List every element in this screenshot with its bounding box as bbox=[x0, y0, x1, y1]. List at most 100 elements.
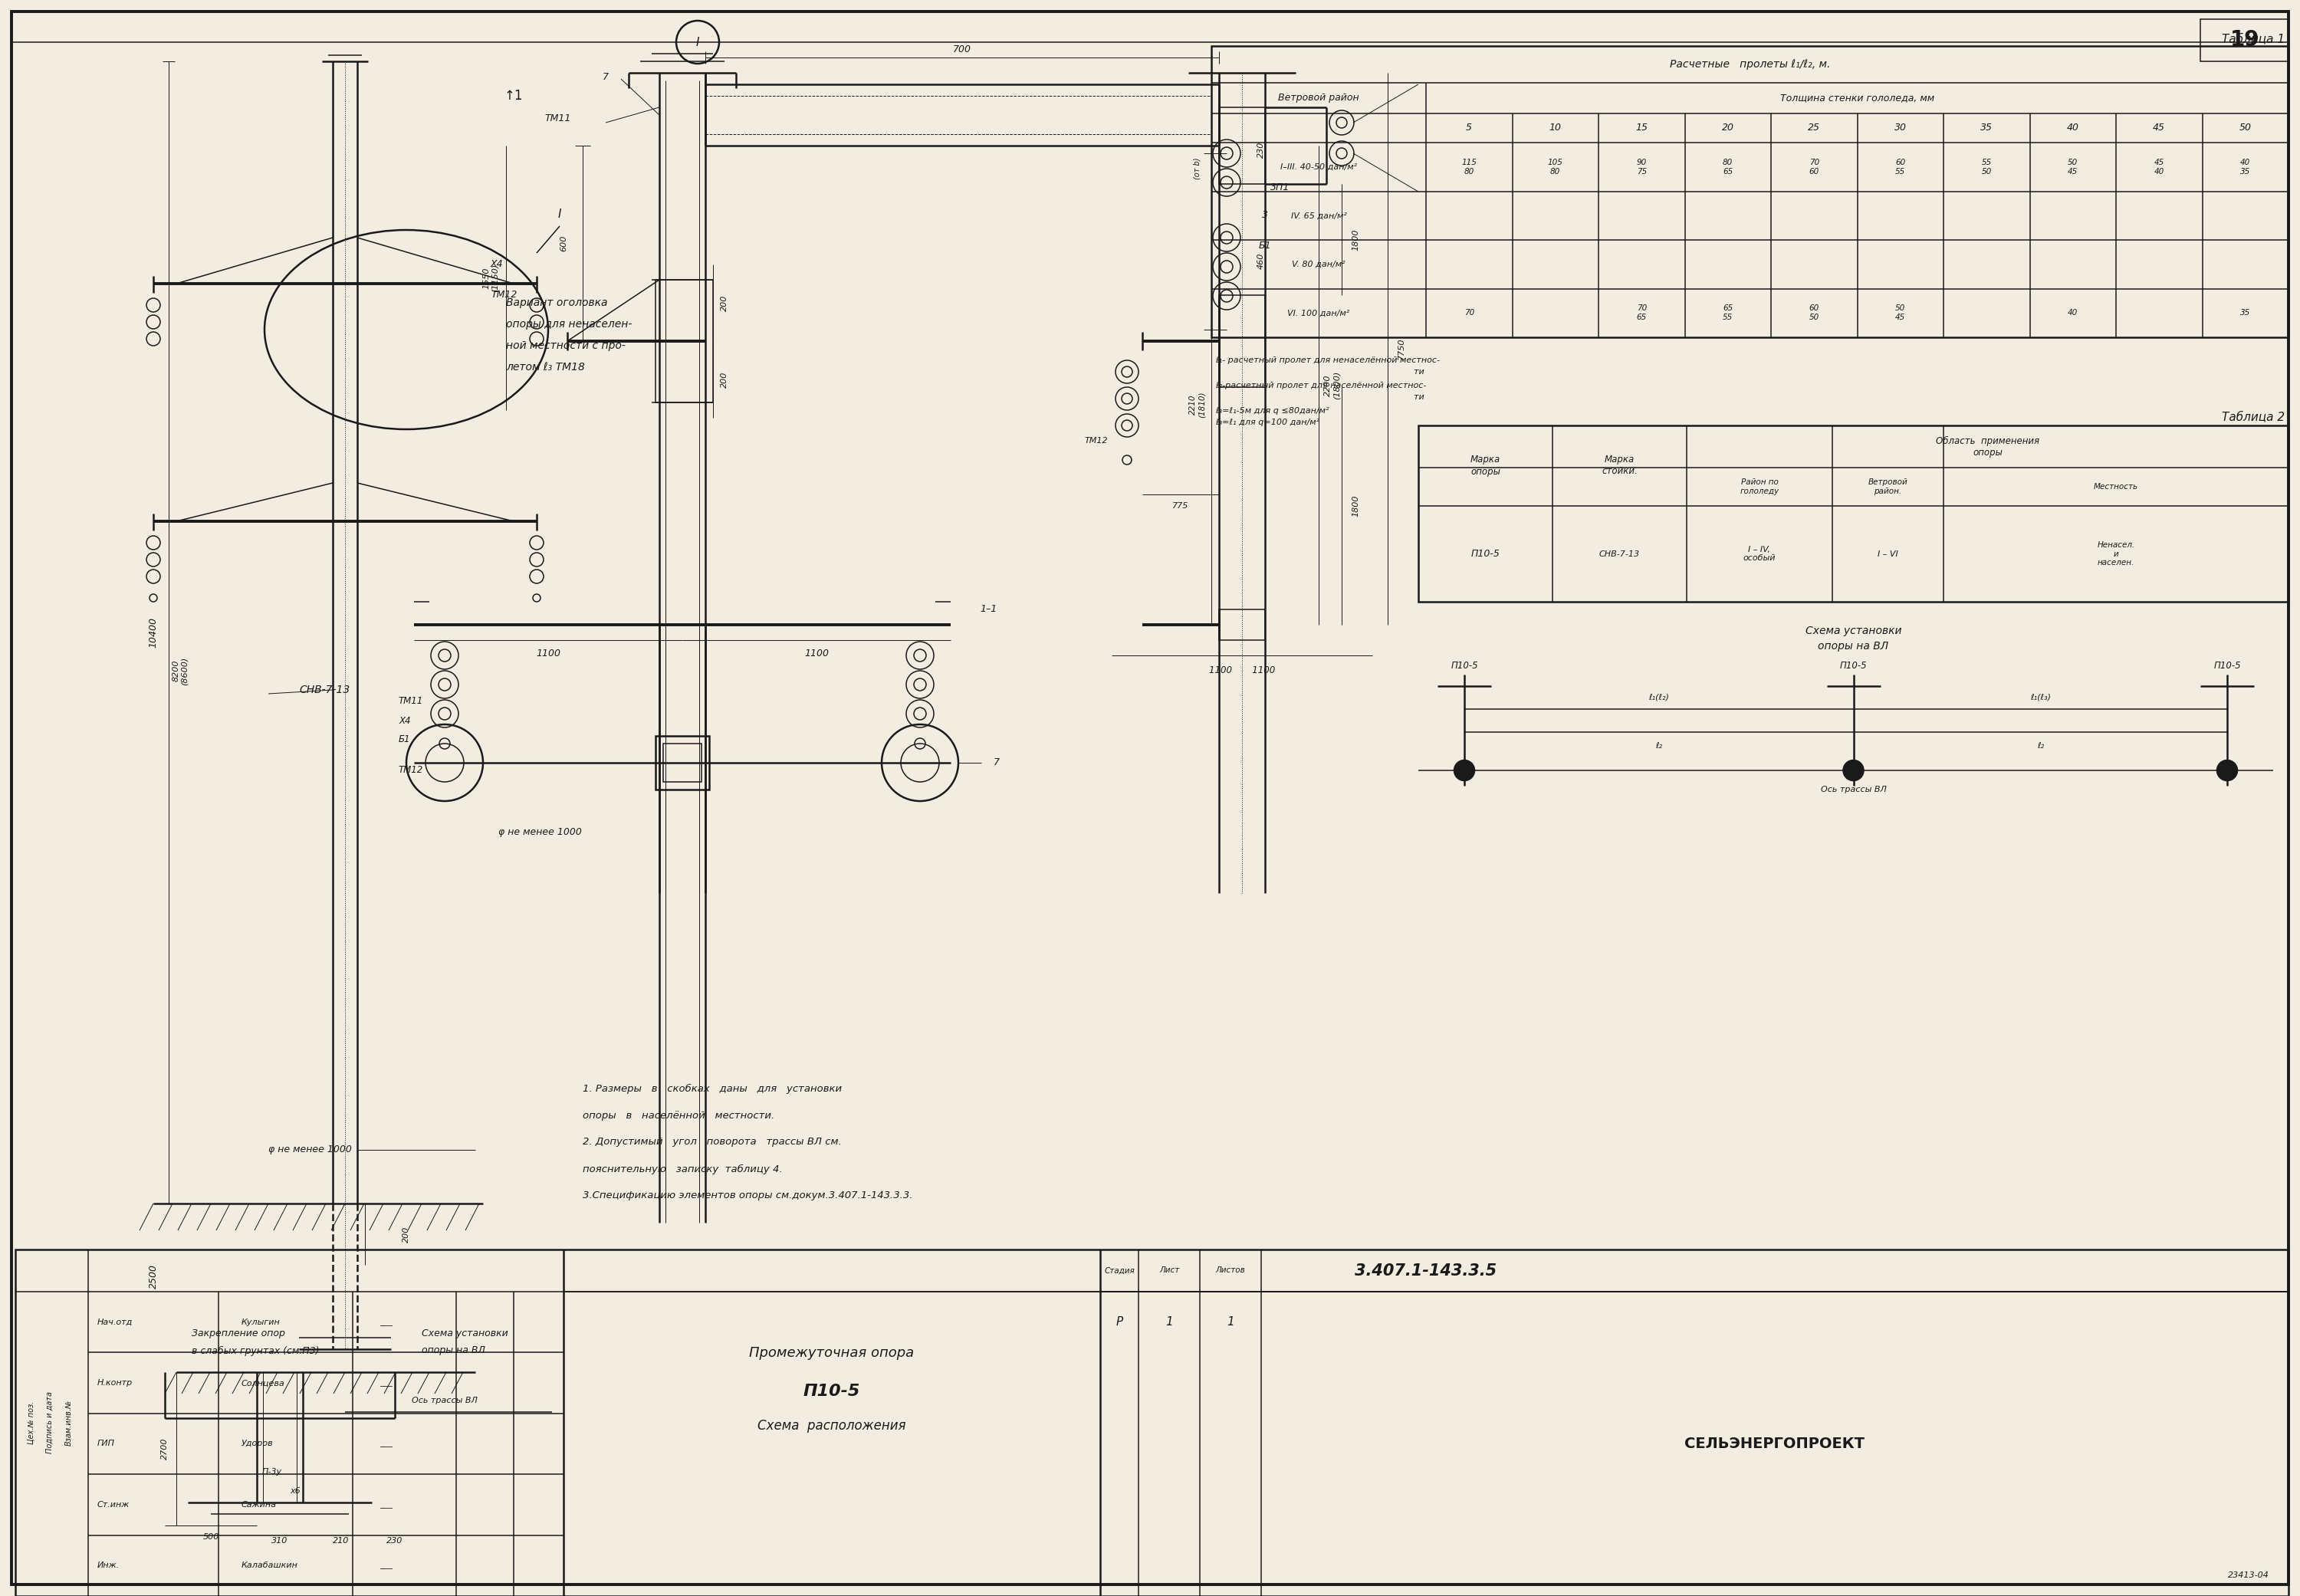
Text: 2700: 2700 bbox=[161, 1438, 168, 1460]
Text: П10-5: П10-5 bbox=[1840, 661, 1868, 670]
Text: 65
55: 65 55 bbox=[1723, 305, 1732, 321]
Text: Ось трассы ВЛ: Ось трассы ВЛ bbox=[412, 1396, 478, 1404]
Text: 8200
(8600): 8200 (8600) bbox=[172, 656, 189, 685]
Text: ___: ___ bbox=[380, 1318, 393, 1326]
Text: 60
55: 60 55 bbox=[1895, 158, 1904, 176]
Bar bbox=[1419, 426, 2288, 602]
Text: Листов: Листов bbox=[1217, 1267, 1244, 1275]
Text: 3: 3 bbox=[1263, 209, 1267, 220]
Text: Ветровой
район.: Ветровой район. bbox=[1868, 479, 1907, 495]
Text: 1800: 1800 bbox=[1352, 495, 1359, 517]
Text: 1100: 1100 bbox=[536, 650, 561, 659]
Text: 40
35: 40 35 bbox=[2240, 158, 2249, 176]
Text: Район по
гололеду: Район по гололеду bbox=[1739, 479, 1780, 495]
Text: ТМ11: ТМ11 bbox=[398, 696, 423, 707]
Text: I–III. 40-50 дан/м²: I–III. 40-50 дан/м² bbox=[1281, 163, 1357, 171]
Text: П-3у: П-3у bbox=[262, 1468, 283, 1476]
Text: IV. 65 дан/м²: IV. 65 дан/м² bbox=[1290, 212, 1346, 219]
Text: 115
80: 115 80 bbox=[1460, 158, 1477, 176]
Text: ℓ₃=ℓ₁-5м для q ≤80дан/м²: ℓ₃=ℓ₁-5м для q ≤80дан/м² bbox=[1214, 407, 1329, 415]
Text: Солнцева: Солнцева bbox=[242, 1379, 285, 1387]
Text: Лист: Лист bbox=[1159, 1267, 1180, 1275]
Text: 775: 775 bbox=[1173, 503, 1189, 509]
Text: летом ℓ₃ ТМ18: летом ℓ₃ ТМ18 bbox=[506, 362, 584, 372]
Text: 20: 20 bbox=[1723, 123, 1734, 132]
Text: Ненасел.
и
населен.: Ненасел. и населен. bbox=[2098, 541, 2134, 567]
Bar bbox=[2201, 19, 2288, 61]
Text: 7: 7 bbox=[603, 72, 610, 81]
Text: Вариант оголовка: Вариант оголовка bbox=[506, 297, 607, 308]
Text: 55
50: 55 50 bbox=[1983, 158, 1992, 176]
Text: опоры для ненаселен-: опоры для ненаселен- bbox=[506, 319, 632, 330]
Text: 105
80: 105 80 bbox=[1548, 158, 1564, 176]
Text: ℓ₂-расчетный пролет для населённой местнос-: ℓ₂-расчетный пролет для населённой местн… bbox=[1214, 381, 1426, 389]
Text: 500: 500 bbox=[202, 1534, 219, 1540]
Text: VI. 100 дан/м²: VI. 100 дан/м² bbox=[1288, 310, 1350, 316]
Text: I: I bbox=[697, 37, 699, 48]
Text: 2500: 2500 bbox=[147, 1264, 159, 1288]
Bar bbox=[1212, 46, 2288, 337]
Text: Кулыгин: Кулыгин bbox=[242, 1318, 281, 1326]
Bar bbox=[16, 1250, 2288, 1596]
Text: П10-5: П10-5 bbox=[803, 1384, 860, 1400]
Text: П10-5: П10-5 bbox=[1451, 661, 1479, 670]
Text: 1550
(1150): 1550 (1150) bbox=[483, 263, 499, 292]
Text: ℓ₁(ℓ₃): ℓ₁(ℓ₃) bbox=[2031, 694, 2052, 701]
Text: Б1: Б1 bbox=[1258, 241, 1272, 251]
Text: ТМ12: ТМ12 bbox=[1086, 437, 1109, 445]
Text: ___: ___ bbox=[380, 1379, 393, 1387]
Text: Расчетные   пролеты ℓ₁/ℓ₂, м.: Расчетные пролеты ℓ₁/ℓ₂, м. bbox=[1670, 59, 1831, 70]
Text: (от b): (от b) bbox=[1194, 158, 1201, 180]
Text: Ст.инж: Ст.инж bbox=[97, 1500, 129, 1508]
Text: 460: 460 bbox=[1258, 252, 1265, 268]
Text: опоры   в   населённой   местности.: опоры в населённой местности. bbox=[582, 1111, 775, 1120]
Text: Марка
стойки.: Марка стойки. bbox=[1601, 455, 1638, 477]
Text: 2200
(1800): 2200 (1800) bbox=[1325, 370, 1341, 399]
Text: 80
65: 80 65 bbox=[1723, 158, 1732, 176]
Text: Ветровой район: Ветровой район bbox=[1279, 93, 1359, 104]
Text: ГИП: ГИП bbox=[97, 1440, 115, 1448]
Text: ти: ти bbox=[1214, 393, 1424, 401]
Text: 19: 19 bbox=[2231, 29, 2259, 51]
Text: 23413-04: 23413-04 bbox=[2229, 1572, 2270, 1578]
Text: Удоров: Удоров bbox=[242, 1440, 274, 1448]
Text: 45
40: 45 40 bbox=[2155, 158, 2164, 176]
Text: ℓ₂: ℓ₂ bbox=[2038, 742, 2045, 750]
Text: I: I bbox=[559, 209, 561, 220]
Text: Н.контр: Н.контр bbox=[97, 1379, 133, 1387]
Text: СЕЛЬЭНЕРГОПРОЕКТ: СЕЛЬЭНЕРГОПРОЕКТ bbox=[1684, 1436, 1865, 1451]
Circle shape bbox=[1454, 760, 1474, 780]
Text: 40: 40 bbox=[2068, 123, 2079, 132]
Text: ℓ₁- расчетный пролет для ненаселённой местнос-: ℓ₁- расчетный пролет для ненаселённой ме… bbox=[1214, 356, 1440, 364]
Text: ТМ12: ТМ12 bbox=[398, 766, 423, 776]
Text: Подпись и дата: Подпись и дата bbox=[46, 1392, 53, 1454]
Text: 35: 35 bbox=[1980, 123, 1992, 132]
Text: 35: 35 bbox=[2240, 310, 2249, 316]
Text: 230: 230 bbox=[1258, 142, 1265, 158]
Text: П10-5: П10-5 bbox=[1472, 549, 1500, 559]
Text: пояснительную   записку  таблицу 4.: пояснительную записку таблицу 4. bbox=[582, 1163, 782, 1175]
Text: Р: Р bbox=[1116, 1317, 1122, 1328]
Text: Цех.№ поз.: Цех.№ поз. bbox=[28, 1401, 34, 1444]
Text: Таблица 1: Таблица 1 bbox=[2222, 34, 2284, 46]
Text: 1100       1100: 1100 1100 bbox=[1210, 666, 1274, 675]
Text: 7: 7 bbox=[994, 758, 1001, 768]
Text: 2210
(1810): 2210 (1810) bbox=[1189, 391, 1205, 418]
Text: Ось трассы ВЛ: Ось трассы ВЛ bbox=[1822, 785, 1886, 793]
Bar bbox=[656, 279, 713, 402]
Text: Калабашкин: Калабашкин bbox=[242, 1562, 299, 1569]
Text: 70: 70 bbox=[1465, 310, 1474, 316]
Text: ℓ₃=ℓ₁ для q=100 дан/м²: ℓ₃=ℓ₁ для q=100 дан/м² bbox=[1214, 418, 1320, 426]
Text: 50: 50 bbox=[2240, 123, 2252, 132]
Text: ℓ₂: ℓ₂ bbox=[1656, 742, 1663, 750]
Bar bbox=[662, 744, 702, 782]
Text: 1: 1 bbox=[1166, 1317, 1173, 1328]
Text: 310: 310 bbox=[271, 1537, 288, 1545]
Text: П10-5: П10-5 bbox=[2213, 661, 2240, 670]
Circle shape bbox=[2217, 760, 2238, 780]
Text: ти: ти bbox=[1214, 369, 1424, 375]
Text: Стадия: Стадия bbox=[1104, 1267, 1134, 1275]
Text: СНВ-7-13: СНВ-7-13 bbox=[1598, 551, 1640, 557]
Text: 200: 200 bbox=[720, 295, 729, 311]
Text: 3.Спецификацию элементов опоры см.докум.3.407.1-143.3.3.: 3.Спецификацию элементов опоры см.докум.… bbox=[582, 1191, 913, 1200]
